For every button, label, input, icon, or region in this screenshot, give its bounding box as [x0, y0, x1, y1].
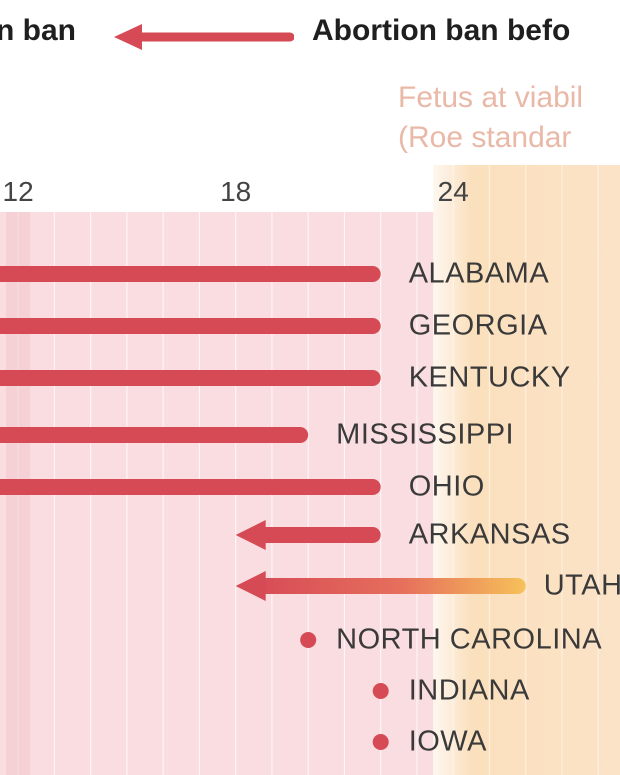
dot-mark — [372, 734, 389, 750]
bar-mark — [0, 479, 381, 495]
state-label: MISSISSIPPI — [336, 418, 515, 451]
state-label: ARKANSAS — [408, 518, 571, 551]
bar-mark — [0, 318, 381, 334]
dot-mark — [300, 632, 317, 648]
arrow-head — [235, 520, 266, 550]
header-right-label: Abortion ban befo — [312, 14, 571, 47]
x-tick-label: 12 — [2, 176, 34, 207]
arrow-shaft — [249, 527, 381, 543]
state-label: GEORGIA — [408, 309, 548, 342]
header-left-label: n ban — [0, 14, 76, 47]
state-label: INDIANA — [408, 674, 530, 707]
arrow-shaft — [249, 578, 526, 594]
dot-mark — [372, 683, 389, 699]
arrow-head — [235, 571, 266, 601]
state-label: IOWA — [408, 725, 487, 758]
viability-line-1: Fetus at viabil — [398, 81, 584, 114]
bar-mark — [0, 370, 381, 386]
header-arrow-icon — [114, 24, 294, 50]
bar-mark — [0, 266, 381, 282]
state-label: KENTUCKY — [408, 361, 571, 394]
state-label: ALABAMA — [408, 257, 550, 290]
bar-mark — [0, 427, 309, 443]
state-label: OHIO — [408, 470, 485, 503]
x-tick-label: 18 — [220, 176, 252, 207]
viability-band — [433, 165, 620, 775]
viability-annotation: Fetus at viabil (Roe standar — [398, 78, 583, 158]
viability-line-2: (Roe standar — [398, 121, 572, 154]
state-label: UTAH — [543, 569, 620, 602]
state-label: NORTH CAROLINA — [336, 623, 603, 656]
x-tick-label: 24 — [437, 176, 469, 207]
